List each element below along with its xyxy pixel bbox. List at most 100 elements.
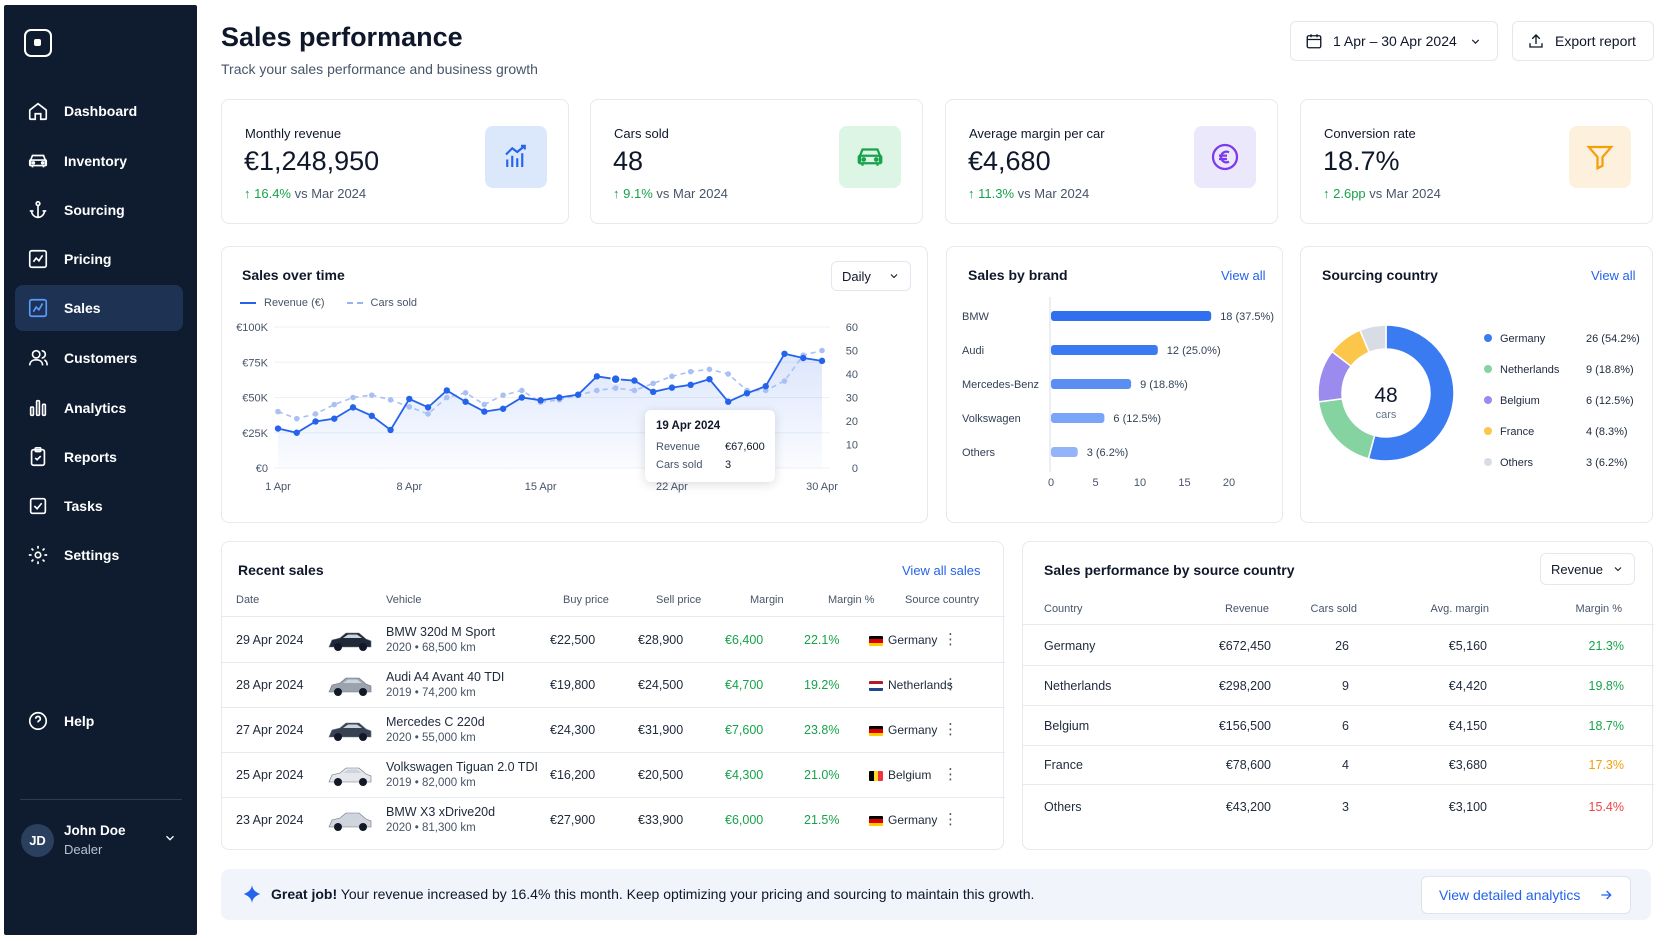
sidebar-item-dashboard[interactable]: Dashboard	[15, 88, 183, 134]
car-wheel	[359, 733, 367, 741]
more-options-icon[interactable]: ⋮	[943, 631, 958, 648]
row-divider	[222, 707, 1005, 708]
table-row[interactable]: France €78,600 4 €3,680 17.3%	[1023, 746, 1654, 786]
table-row[interactable]: 28 Apr 2024 Audi A4 Avant 40 TDI 2019 • 74…	[222, 663, 1005, 708]
table-row[interactable]: Belgium €156,500 6 €4,150 18.7%	[1023, 707, 1654, 747]
sidebar-item-customers[interactable]: Customers	[15, 335, 183, 381]
flag-stripe	[869, 687, 883, 691]
vehicle-name: BMW 320d M Sport	[386, 625, 496, 639]
flag-stripe	[869, 771, 874, 781]
margin-percent: 22.1%	[804, 633, 840, 647]
kpi-label: Average margin per car	[969, 126, 1105, 141]
source-country: Netherlands	[888, 678, 953, 692]
brand-value-label: 12 (25.0%)	[1167, 345, 1221, 357]
app-logo[interactable]	[24, 29, 52, 57]
view-all-link[interactable]: View all	[1221, 268, 1266, 283]
more-options-icon[interactable]: ⋮	[943, 811, 958, 828]
y-tick-right: 40	[846, 369, 858, 381]
table-row[interactable]: 29 Apr 2024 BMW 320d M Sport 2020 • 68,500…	[222, 618, 1005, 663]
revenue-point	[668, 384, 676, 391]
bar-chart-icon	[29, 399, 47, 417]
donut-center-value: 48	[1374, 384, 1398, 407]
bar-chart-up-icon	[505, 144, 526, 167]
cars-sold-point	[650, 380, 656, 387]
kpi-icon-box	[839, 126, 901, 188]
sidebar-item-settings[interactable]: Settings	[15, 532, 183, 578]
kpi-delta: ↑ 9.1% vs Mar 2024	[613, 186, 728, 201]
sidebar-item-label: Help	[64, 713, 95, 729]
cars-sold-value: 3	[1342, 800, 1349, 814]
source-performance-card: Sales performance by source country Reve…	[1022, 541, 1654, 850]
view-all-sales-link[interactable]: View all sales	[902, 563, 981, 578]
more-options-icon[interactable]: ⋮	[943, 721, 958, 738]
car-window	[343, 634, 362, 638]
table-row[interactable]: Netherlands €298,200 9 €4,420 19.8%	[1023, 667, 1654, 707]
view-detailed-analytics-button[interactable]: View detailed analytics	[1421, 876, 1631, 914]
car-wheel	[359, 643, 367, 651]
revenue-point	[368, 412, 375, 420]
row-divider	[222, 752, 1005, 753]
flag-stripe	[878, 771, 883, 781]
sidebar-item-label: Settings	[64, 547, 120, 563]
table-row[interactable]: 27 Apr 2024 Mercedes C 220d 2020 • 55,000 …	[222, 708, 1005, 753]
kpi-card-average-margin: Average margin per car €4,680 ↑ 11.3% vs…	[945, 99, 1278, 224]
y-tick-right: 20	[846, 416, 858, 428]
x-tick: 8 Apr	[396, 481, 422, 493]
revenue-point	[293, 429, 300, 436]
sales-line-chart[interactable]: €0 €25K €50K €75K €100K 0 10 20 30 40 50 60 1 Apr 8 A…	[222, 317, 929, 522]
more-options-icon[interactable]: ⋮	[943, 766, 958, 783]
cars-sold-point	[781, 378, 788, 384]
user-menu[interactable]: JD John Doe Dealer	[21, 817, 189, 863]
revenue-point	[593, 373, 601, 380]
sale-date: 27 Apr 2024	[236, 723, 304, 737]
sidebar-item-sales[interactable]: Sales	[15, 285, 183, 331]
brand-value-label: 3 (6.2%)	[1087, 447, 1129, 459]
sidebar-item-label: Analytics	[64, 400, 127, 416]
sell-price: €24,500	[638, 678, 684, 692]
date-range-label: 1 Apr – 30 Apr 2024	[1333, 33, 1457, 49]
vehicle-meta: 2020 • 55,000 km	[386, 732, 476, 744]
cars-sold-point	[706, 366, 713, 373]
sidebar-item-help[interactable]: Help	[15, 698, 183, 744]
avg-margin-value: €4,150	[1448, 719, 1487, 733]
brand-value-label: 6 (12.5%)	[1113, 413, 1161, 425]
y-tick-left: €50K	[242, 393, 268, 405]
margin-percent: 23.8%	[804, 723, 840, 737]
sidebar-item-label: Inventory	[64, 153, 128, 169]
sidebar-item-analytics[interactable]: Analytics	[15, 385, 183, 431]
sidebar-item-inventory[interactable]: Inventory	[15, 138, 183, 184]
chevron-down-icon[interactable]	[163, 831, 177, 845]
brand-bar-chart[interactable]: BMW 18 (37.5%) Audi 12 (25.0%) Mercedes-Benz…	[947, 297, 1284, 522]
metric-select[interactable]: Revenue	[1540, 553, 1635, 585]
revenue-value: €78,600	[1225, 758, 1271, 772]
sidebar-item-sourcing[interactable]: Sourcing	[15, 187, 183, 233]
table-row[interactable]: Germany €672,450 26 €5,160 21.3%	[1023, 627, 1654, 667]
vehicle-name: Volkswagen Tiguan 2.0 TDI	[386, 760, 538, 774]
table-row[interactable]: Others €43,200 3 €3,100 15.4%	[1023, 788, 1654, 828]
x-tick: 0	[1048, 477, 1054, 489]
brand-bar	[1051, 345, 1158, 355]
table-row[interactable]: 25 Apr 2024 Volkswagen Tiguan 2.0 TDI 2019…	[222, 753, 1005, 798]
brand-bar	[1051, 379, 1132, 389]
sidebar-item-label: Pricing	[64, 251, 112, 267]
revenue-line	[277, 352, 823, 434]
margin-value: €4,300	[725, 768, 764, 782]
sidebar-item-tasks[interactable]: Tasks	[15, 483, 183, 529]
sidebar-item-label: Sales	[64, 300, 101, 316]
export-report-button[interactable]: Export report	[1512, 21, 1654, 61]
car-icon	[28, 154, 48, 168]
granularity-select[interactable]: Daily	[831, 261, 911, 291]
more-options-icon[interactable]: ⋮	[943, 676, 958, 693]
euro-icon	[1211, 143, 1239, 171]
donut-slice	[1367, 324, 1455, 462]
table-row[interactable]: 23 Apr 2024 BMW X3 xDrive20d 2020 • 81,300…	[222, 798, 1005, 843]
legend-cars: Cars sold	[370, 297, 418, 309]
revenue-point	[631, 377, 638, 384]
date-range-picker[interactable]: 1 Apr – 30 Apr 2024	[1290, 21, 1498, 61]
flag-stripe	[869, 636, 883, 640]
sourcing-donut-chart[interactable]: Germany 26 (54.2%) Netherlands 9 (18.8%) Bel…	[1301, 297, 1654, 522]
kpi-icon-box	[1194, 126, 1256, 188]
sidebar-item-pricing[interactable]: Pricing	[15, 236, 183, 282]
view-all-link[interactable]: View all	[1591, 268, 1636, 283]
sidebar-item-reports[interactable]: Reports	[15, 434, 183, 480]
